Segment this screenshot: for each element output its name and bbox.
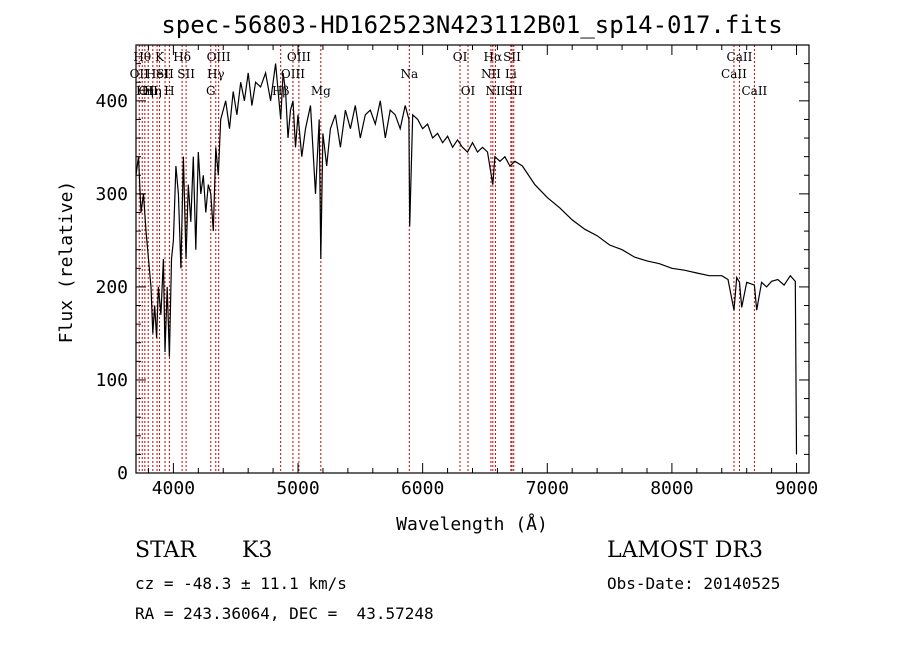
axis-ticks: 4000 5000 6000 7000 8000 9000 0 100 200 300 400 (95, 44, 818, 499)
survey-name: LAMOST DR3 (607, 538, 763, 563)
x-tick-label-9000: 9000 (775, 478, 818, 499)
x-tick-label-4000: 4000 (152, 478, 195, 499)
x-tick-label-8000: 8000 (650, 478, 693, 499)
line-marker-label-10: SII (177, 67, 195, 81)
x-tick-label-5000: 5000 (276, 478, 319, 499)
line-marker-label-20: OI (461, 84, 476, 98)
observation-date: Obs-Date: 20140525 (607, 574, 781, 593)
line-marker-label-27: CaII (721, 67, 747, 81)
line-marker-label-3: OII (139, 84, 159, 98)
coordinates-readout: RA = 243.36064, DEC = 43.57248 (135, 604, 434, 623)
line-marker-label-21: NII (481, 67, 501, 81)
line-marker-label-7: SII (156, 67, 174, 81)
x-tick-label-6000: 6000 (401, 478, 444, 499)
y-tick-label-400: 400 (95, 91, 128, 112)
line-marker-label-28: CaII (727, 50, 753, 64)
line-marker-label-13: OIII (207, 50, 231, 64)
chart-title: spec-56803-HD162523N423112B01_sp14-017.f… (161, 11, 782, 39)
line-marker-label-22: Hα (484, 50, 503, 64)
spectrum-line (135, 63, 798, 455)
redshift-readout: cz = -48.3 ± 11.1 km/s (135, 574, 347, 593)
x-axis-label: Wavelength (Å) (396, 513, 548, 535)
y-axis-label: Flux (relative) (56, 181, 77, 344)
line-marker-label-11: G (206, 84, 216, 98)
line-marker-label-15: OIII (281, 67, 305, 81)
line-marker-label-23: NII (485, 84, 505, 98)
line-marker-label-5: HeI (146, 67, 169, 81)
line-marker-labels: OIIHθHηOIIHηHeIKSIIHHδSIIGHγOIIIHβOIIIOI… (130, 50, 768, 98)
line-marker-label-6: K (155, 50, 165, 64)
line-marker-label-26: SII (505, 84, 523, 98)
line-marker-label-2: Hη (136, 84, 154, 98)
line-marker-label-8: H (164, 84, 174, 98)
line-marker-label-9: Hδ (173, 50, 191, 64)
line-marker-label-0: OII (130, 67, 150, 81)
line-marker-label-25: SII (503, 50, 521, 64)
line-marker-label-24: Li (505, 67, 517, 81)
line-marker-label-18: Na (400, 67, 418, 81)
object-subclass: K3 (242, 538, 273, 563)
line-marker-label-29: CaII (741, 84, 767, 98)
line-marker-label-4: Hη (144, 84, 162, 98)
line-marker-label-16: OIII (287, 50, 311, 64)
line-marker-label-19: OI (453, 50, 468, 64)
line-marker-label-17: Mg (311, 84, 331, 98)
line-marker-label-12: Hγ (207, 67, 225, 81)
y-tick-label-100: 100 (95, 370, 128, 391)
y-tick-label-300: 300 (95, 184, 128, 205)
y-tick-label-200: 200 (95, 277, 128, 298)
line-marker-label-1: Hθ (133, 50, 151, 64)
line-marker-label-14: Hβ (272, 84, 289, 98)
object-class: STAR (135, 538, 196, 563)
x-tick-label-7000: 7000 (526, 478, 569, 499)
y-tick-label-0: 0 (117, 463, 128, 484)
